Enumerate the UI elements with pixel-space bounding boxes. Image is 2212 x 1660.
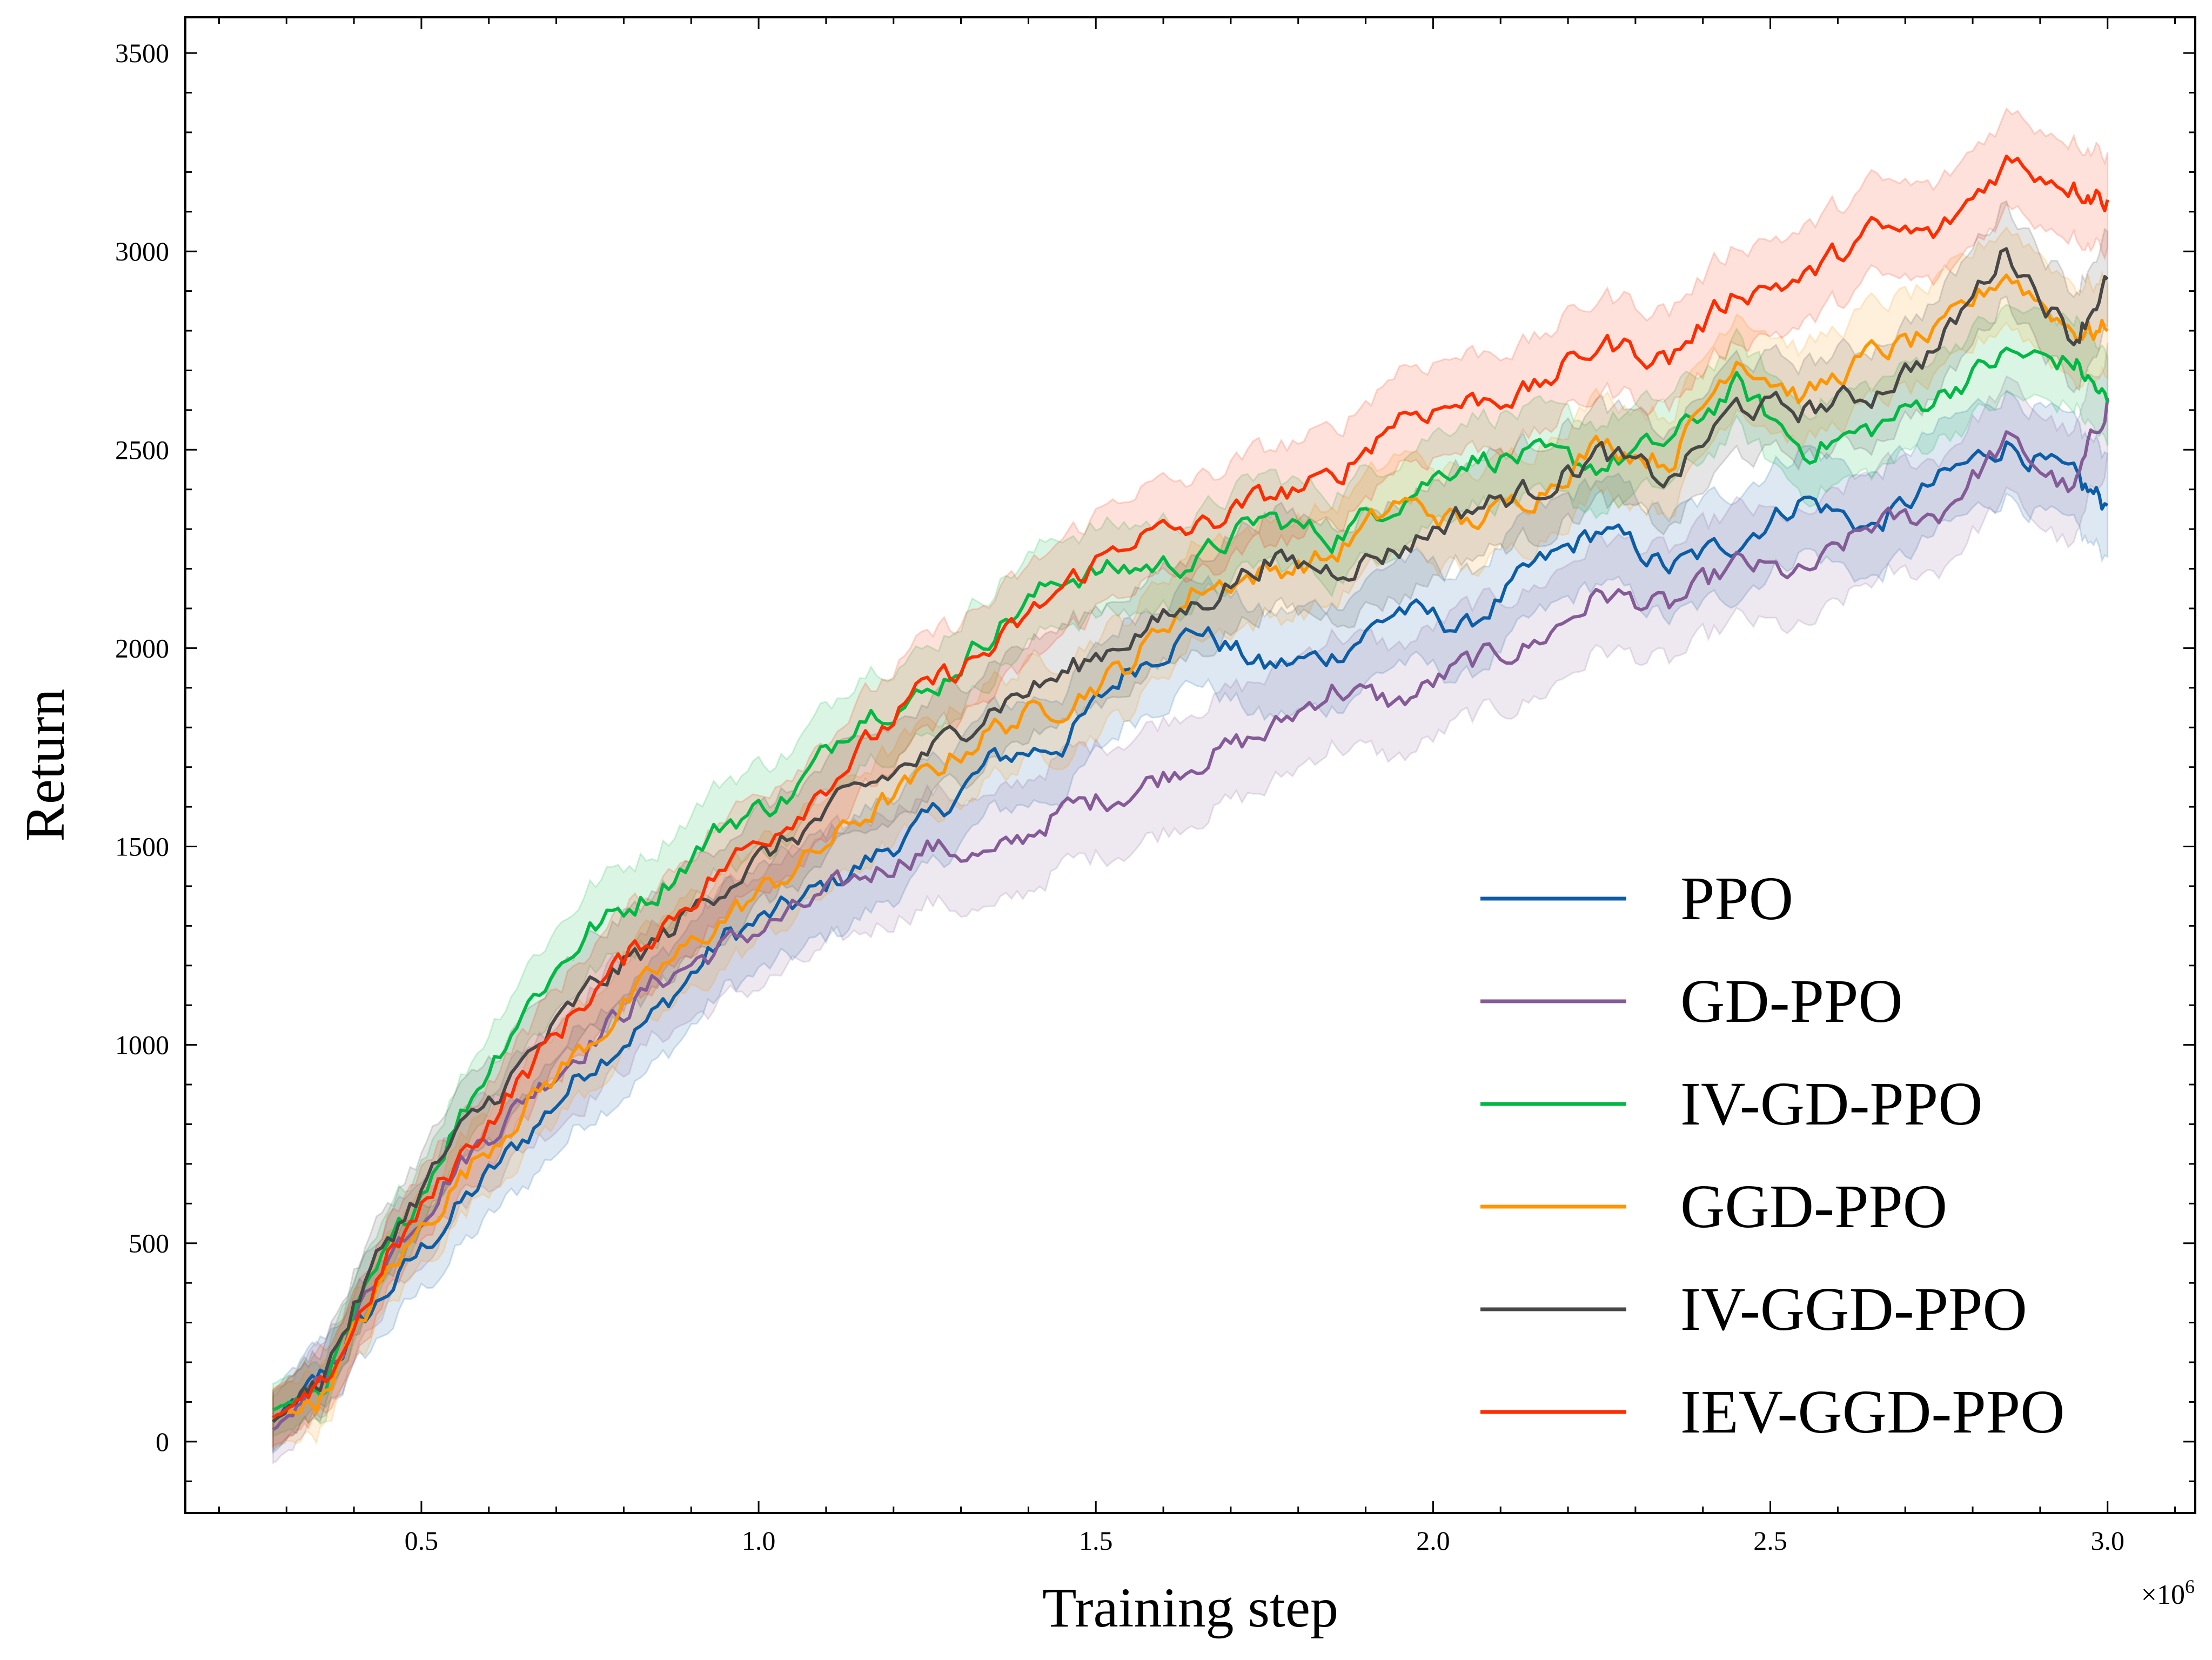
x-tick-label: 1.5 [1079,1525,1113,1556]
x-axis-multiplier-exponent: 6 [2185,1576,2195,1597]
x-tick-label: 2.0 [1416,1525,1450,1556]
x-axis-title: Training step [1042,1577,1338,1639]
legend-label-ppo: PPO [1680,864,1793,933]
series-lines [272,155,2109,1431]
legend-label-iv-ggd-ppo: IV-GGD-PPO [1680,1275,2027,1343]
line-ppo [272,440,2109,1423]
plot-frame [184,16,2196,1514]
line-iv-gd-ppo [272,346,2109,1411]
x-tick-label: 0.5 [405,1525,439,1556]
y-tick-label: 500 [129,1228,169,1259]
legend-label-iv-gd-ppo: IV-GD-PPO [1680,1069,1983,1138]
band-gd-ppo [272,342,2109,1465]
line-iv-ggd-ppo [272,247,2109,1423]
axis-tick-labels: 0.5 1.0 1.5 2.0 2.5 3.0 0 500 1000 1500 2000 2500 30… [115,38,2124,1556]
y-tick-label: 0 [156,1427,169,1457]
x-tick-label: 2.5 [1753,1525,1787,1556]
band-iv-ggd-ppo [272,200,2109,1452]
legend-label-gd-ppo: GD-PPO [1680,967,1903,1035]
y-tick-label: 3500 [115,38,169,68]
legend: PPO GD-PPO IV-GD-PPO GGD-PPO IV-GGD-PPO IEV-G… [1480,864,2065,1446]
line-gd-ppo [272,398,2109,1431]
band-iv-gd-ppo [272,303,2109,1437]
legend-label-iev-ggd-ppo: IEV-GGD-PPO [1680,1377,2065,1446]
line-ggd-ppo [272,273,2109,1420]
legend-label-ggd-ppo: GGD-PPO [1680,1172,1947,1241]
x-axis-multiplier: ×106 [2141,1576,2195,1610]
x-axis-multiplier-base: ×10 [2141,1579,2185,1610]
y-tick-label: 1000 [115,1030,169,1060]
y-tick-label: 2500 [115,434,169,465]
y-tick-label: 3000 [115,236,169,266]
y-tick-label: 1500 [115,832,169,862]
line-iev-ggd-ppo [272,155,2109,1420]
y-tick-label: 2000 [115,633,169,663]
x-tick-label: 3.0 [2090,1525,2124,1556]
band-iev-ggd-ppo [272,107,2109,1448]
x-tick-label: 1.0 [742,1525,776,1556]
y-axis-title: Return [14,688,76,841]
